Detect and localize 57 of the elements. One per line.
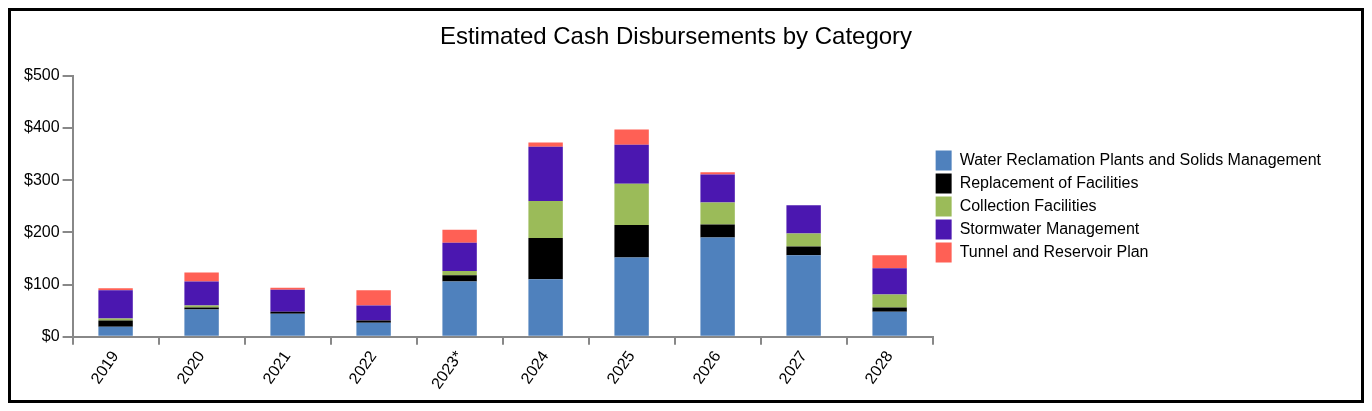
bar (700, 224, 735, 238)
bar (356, 290, 391, 306)
bar (872, 307, 907, 312)
bar (356, 320, 391, 323)
bar (270, 287, 305, 290)
chart-title: Estimated Cash Disbursements by Category (439, 22, 913, 50)
bar (528, 238, 563, 280)
bar (98, 290, 133, 319)
bar (528, 201, 563, 239)
bar (442, 281, 477, 336)
bar (270, 313, 305, 336)
bar (184, 309, 219, 336)
bar (614, 257, 649, 336)
bar (614, 144, 649, 184)
bar (786, 205, 821, 234)
bar (442, 242, 477, 271)
bar (786, 255, 821, 336)
bar (356, 305, 391, 321)
bar (270, 289, 305, 312)
bar (184, 281, 219, 306)
legend-label: Water Reclamation Plants and Solids Management (959, 150, 1322, 168)
bar (872, 268, 907, 295)
bar (98, 326, 133, 336)
bar (614, 183, 649, 226)
y-tick-label: $300 (24, 170, 60, 188)
bar (270, 311, 305, 314)
bar (700, 174, 735, 203)
bar (184, 272, 219, 282)
bar (700, 172, 735, 175)
bar (98, 288, 133, 291)
y-tick-label: $100 (24, 274, 60, 292)
bar (786, 233, 821, 247)
y-tick-label: $200 (24, 222, 60, 240)
y-tick-label: $0 (41, 327, 60, 345)
bar (98, 318, 133, 321)
bar (872, 311, 907, 336)
bar (614, 129, 649, 145)
bar (442, 229, 477, 243)
bar (356, 322, 391, 336)
bar (442, 270, 477, 276)
bar (872, 255, 907, 269)
bar (528, 146, 563, 202)
bar (614, 225, 649, 258)
legend-label: Collection Facilities (959, 196, 1097, 214)
legend-label: Stormwater Management (959, 219, 1140, 237)
y-tick-label: $500 (24, 66, 60, 84)
bar (700, 237, 735, 336)
bar (786, 246, 821, 256)
y-tick-label: $400 (24, 118, 60, 136)
bar (700, 202, 735, 225)
bar (442, 275, 477, 282)
bar (872, 294, 907, 308)
bar (528, 142, 563, 147)
legend-label: Tunnel and Reservoir Plan (959, 242, 1149, 260)
legend-label: Replacement of Facilities (959, 173, 1139, 191)
bar (528, 279, 563, 336)
bar (98, 320, 133, 327)
